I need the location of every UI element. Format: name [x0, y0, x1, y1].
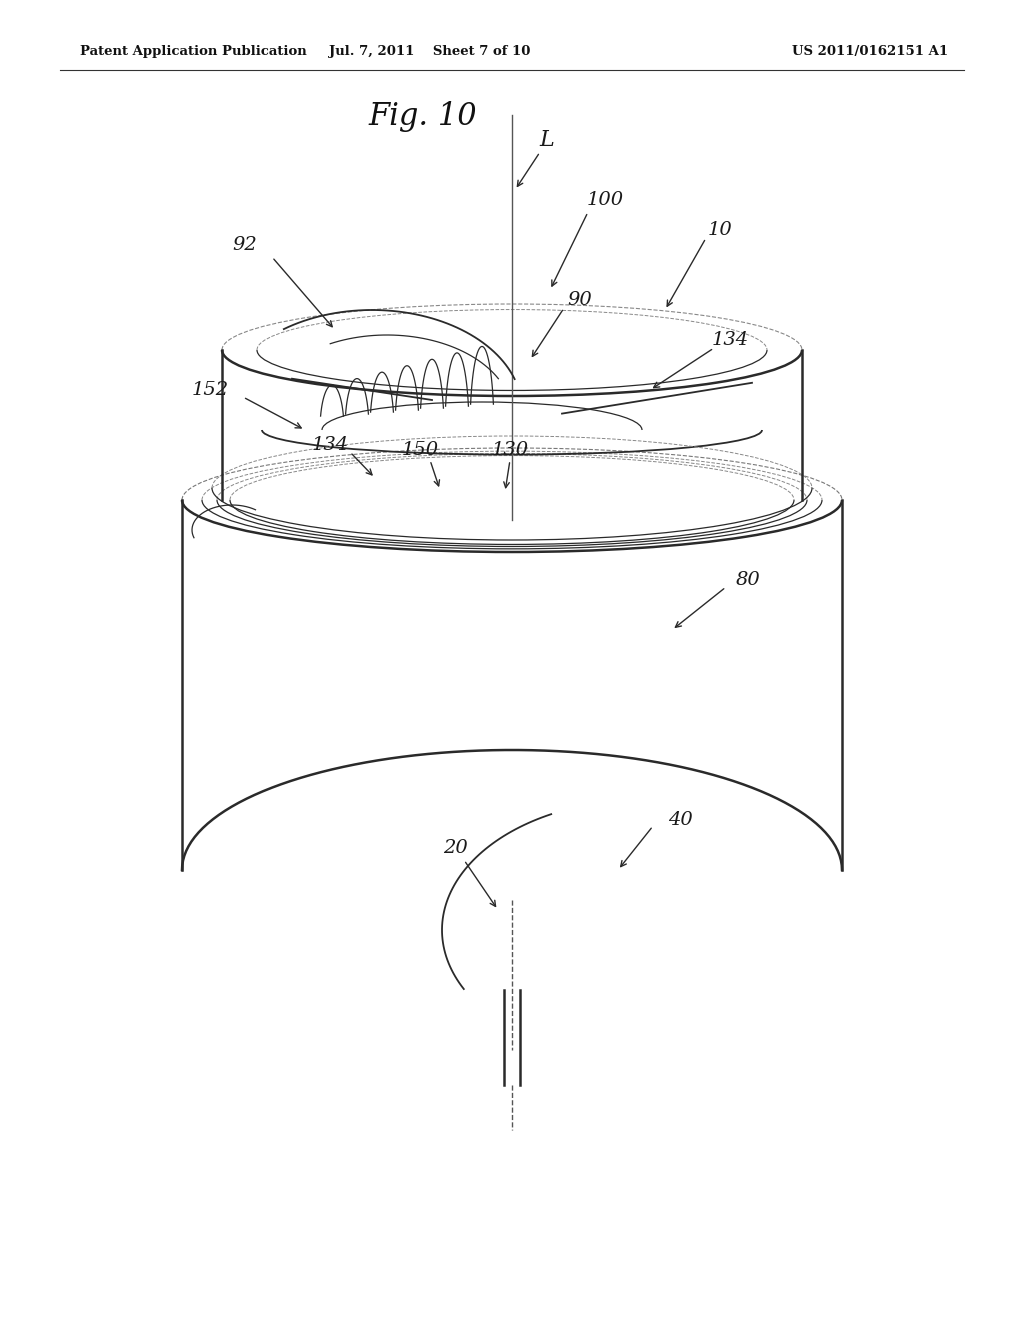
Text: 90: 90: [567, 290, 592, 309]
Text: L: L: [540, 129, 554, 150]
Text: 130: 130: [492, 441, 528, 459]
Text: 10: 10: [708, 220, 732, 239]
Text: 150: 150: [401, 441, 438, 459]
Text: 92: 92: [232, 236, 257, 253]
Text: 80: 80: [735, 572, 761, 589]
Text: Jul. 7, 2011    Sheet 7 of 10: Jul. 7, 2011 Sheet 7 of 10: [330, 45, 530, 58]
Text: 134: 134: [311, 436, 348, 454]
Text: 134: 134: [712, 331, 749, 348]
Text: 20: 20: [442, 840, 467, 857]
Text: 152: 152: [191, 381, 228, 399]
Text: Fig. 10: Fig. 10: [369, 100, 477, 132]
Text: Patent Application Publication: Patent Application Publication: [80, 45, 307, 58]
Text: US 2011/0162151 A1: US 2011/0162151 A1: [792, 45, 948, 58]
Text: 100: 100: [587, 191, 624, 209]
Text: 40: 40: [668, 810, 692, 829]
